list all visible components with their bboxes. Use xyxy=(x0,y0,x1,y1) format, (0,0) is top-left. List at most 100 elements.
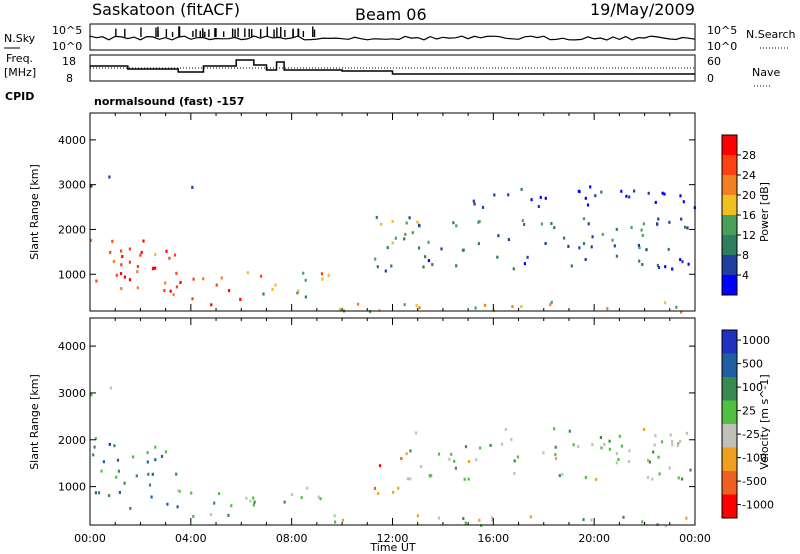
colorbar-segment xyxy=(722,400,737,424)
heatmap-cell xyxy=(504,427,507,431)
heatmap-cell xyxy=(391,241,394,245)
heatmap-cell xyxy=(511,305,514,308)
heatmap-cell xyxy=(94,437,97,440)
heatmap-cell xyxy=(108,175,111,179)
heatmap-cell xyxy=(656,222,659,226)
heatmap-cell xyxy=(120,287,123,291)
heatmap-cell xyxy=(178,489,181,493)
heatmap-cell xyxy=(386,246,389,250)
heatmap-cell xyxy=(493,193,496,197)
heatmap-cell xyxy=(454,466,457,470)
heatmap-cell xyxy=(175,472,178,476)
heatmap-cell xyxy=(521,219,524,223)
x-tick-label: 00:00 xyxy=(679,532,711,545)
heatmap-cell xyxy=(689,468,692,472)
heatmap-cell xyxy=(123,275,126,279)
power-ylabel: Slant Range [km] xyxy=(28,164,41,260)
heatmap-cell xyxy=(215,283,218,287)
heatmap-cell xyxy=(94,491,97,495)
heatmap-cell xyxy=(489,443,492,447)
heatmap-cell xyxy=(675,305,678,309)
heatmap-cell xyxy=(128,278,132,282)
heatmap-cell xyxy=(671,267,674,271)
heatmap-cell xyxy=(175,271,178,275)
heatmap-cell xyxy=(98,491,101,495)
heatmap-cell xyxy=(544,196,547,200)
heatmap-cell xyxy=(652,450,655,454)
heatmap-cell xyxy=(121,255,124,258)
heatmap-cell xyxy=(539,195,542,199)
colorbar-tick-label: -500 xyxy=(742,475,767,488)
cpid-label: CPID xyxy=(5,90,34,103)
colorbar-tick-label: 28 xyxy=(742,149,756,162)
colorbar-tick-label: -25 xyxy=(742,428,760,441)
heatmap-cell xyxy=(192,277,195,281)
heatmap-cell xyxy=(418,246,421,250)
heatmap-cell xyxy=(455,224,458,228)
heatmap-cell xyxy=(448,457,451,461)
heatmap-cell xyxy=(168,256,171,260)
nave-tick-bottom: 0 xyxy=(707,72,714,85)
heatmap-cell xyxy=(510,437,513,441)
heatmap-cell xyxy=(373,486,377,490)
heatmap-cell xyxy=(115,475,118,479)
heatmap-cell xyxy=(109,250,112,254)
heatmap-cell xyxy=(394,236,397,240)
heatmap-cell xyxy=(151,472,154,476)
heatmap-cell xyxy=(497,234,500,238)
heatmap-cell xyxy=(239,297,242,301)
heatmap-cell xyxy=(112,259,115,263)
beam-label: Beam 06 xyxy=(355,5,427,24)
colorbar-frame xyxy=(721,329,738,519)
x-tick-label: 16:00 xyxy=(477,532,509,545)
heatmap-cell xyxy=(513,472,516,475)
heatmap-cell xyxy=(582,217,586,221)
heatmap-cell xyxy=(92,453,95,457)
heatmap-cell xyxy=(90,238,93,242)
x-tick-label: 04:00 xyxy=(175,532,207,545)
heatmap-cell xyxy=(418,223,421,227)
heatmap-cell xyxy=(128,247,131,251)
heatmap-cell xyxy=(586,203,590,207)
heatmap-cell xyxy=(549,303,552,307)
velocity-panel-frame xyxy=(89,317,696,526)
heatmap-cell xyxy=(111,239,114,243)
heatmap-cell xyxy=(467,477,470,481)
heatmap-cell xyxy=(179,281,182,284)
heatmap-cell xyxy=(664,524,667,528)
colorbar-tick-label: 500 xyxy=(742,358,763,371)
heatmap-cell xyxy=(530,198,533,202)
heatmap-cell xyxy=(135,474,138,478)
nave-tick-top: 60 xyxy=(707,55,721,68)
heatmap-cell xyxy=(676,443,679,447)
heatmap-cell xyxy=(296,291,299,295)
heatmap-cell xyxy=(657,217,660,221)
heatmap-cell xyxy=(677,442,680,446)
heatmap-cell xyxy=(102,460,105,464)
heatmap-cell xyxy=(681,260,684,264)
heatmap-cell xyxy=(420,465,423,469)
velocity-heatmap-cells xyxy=(90,386,692,528)
heatmap-cell xyxy=(320,272,323,276)
heatmap-cell xyxy=(411,231,414,235)
velocity-colorbar: 1000 500 100 25 -25 -100 -500 -1000 xyxy=(721,329,774,519)
heatmap-cell xyxy=(260,274,263,278)
heatmap-cell xyxy=(671,443,674,447)
heatmap-cell xyxy=(90,184,93,188)
heatmap-cell xyxy=(191,185,194,189)
heatmap-cell xyxy=(677,476,680,480)
heatmap-cell xyxy=(416,220,419,224)
heatmap-cell xyxy=(302,271,305,275)
heatmap-cell xyxy=(415,303,418,307)
heatmap-cell xyxy=(679,439,682,443)
heatmap-cell xyxy=(641,263,644,266)
colorbar-segment xyxy=(722,275,737,295)
heatmap-cell xyxy=(392,490,395,494)
colorbar-segment xyxy=(722,215,737,235)
heatmap-cell xyxy=(671,440,674,444)
heatmap-cell xyxy=(512,267,515,271)
heatmap-cell xyxy=(472,199,475,203)
heatmap-cell xyxy=(687,262,690,266)
heatmap-cell xyxy=(563,236,566,240)
heatmap-cell xyxy=(523,223,526,226)
